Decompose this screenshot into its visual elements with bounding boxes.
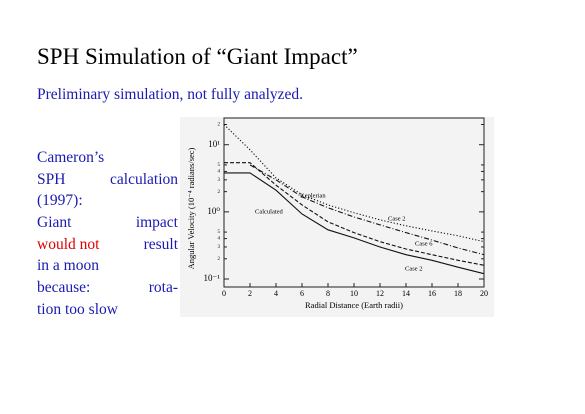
y-tick-label: 4 [218,237,221,242]
series-label: Keplerian [300,192,326,199]
body-line: tion too slow [37,301,178,323]
body-line: Giant impact [37,214,178,236]
y-tick-label: 5 [218,230,221,235]
x-tick-label: 10 [350,289,358,298]
series-line [224,162,485,266]
word: tion too slow [37,300,118,318]
body-line: in a moon [37,257,178,279]
x-tick-label: 4 [274,289,278,298]
series-label: Case 2 [405,265,423,272]
word: result [143,235,178,253]
y-tick-label: 4 [218,170,221,175]
y-tick-label: 2 [218,257,221,262]
figure-background [180,117,494,317]
highlight: would not [37,235,100,253]
slide-title: SPH Simulation of “Giant Impact” [37,44,358,69]
x-tick-label: 6 [300,289,304,298]
series-line [223,124,485,243]
body-line: Cameron’s [37,149,178,171]
x-tick-label: 8 [326,289,330,298]
x-tick-label: 2 [248,289,252,298]
body-line: because: rota- [37,279,178,301]
y-tick-label: 10⁰ [207,206,220,216]
word: rota- [148,279,178,297]
word: (1997): [37,192,83,210]
annotation: Calculated [255,208,284,215]
word: SPH [37,170,66,188]
body-line: would not result [37,236,178,258]
word: in a moon [37,257,99,275]
y-tick-label: 2 [218,123,221,128]
y-tick-label: 3 [218,178,221,183]
word: impact [135,214,178,232]
x-tick-label: 18 [454,289,462,298]
body-line: SPH calculation [37,171,178,193]
x-tick-label: 20 [480,289,488,298]
x-axis-label: Radial Distance (Earth radii) [305,300,403,310]
y-tick-label: 2 [218,190,221,195]
x-tick-label: 0 [222,289,226,298]
series-line [249,164,485,256]
y-tick-label: 3 [218,245,221,250]
word: Cameron’s [37,149,105,166]
word: calculation [110,170,178,188]
x-tick-label: 12 [376,289,384,298]
word: Giant [37,214,72,232]
y-tick-label: 5 [218,163,221,168]
y-tick-label: 10¹ [208,139,220,149]
slide-body: Cameron’s SPH calculation (1997): Giant im… [37,149,178,323]
slide-subtitle: Preliminary simulation, not fully analyz… [37,86,304,103]
y-axis-label: Angular Velocity (10⁻⁴ radians/sec) [186,147,196,269]
body-line: (1997): [37,192,178,214]
y-tick-label: 10⁻¹ [204,273,221,283]
series-label: Case 6 [415,240,433,247]
series-line [224,172,485,275]
x-tick-label: 14 [402,289,410,298]
word: because: [37,279,91,297]
series-label: Case 2 [388,215,406,222]
x-tick-label: 16 [428,289,436,298]
